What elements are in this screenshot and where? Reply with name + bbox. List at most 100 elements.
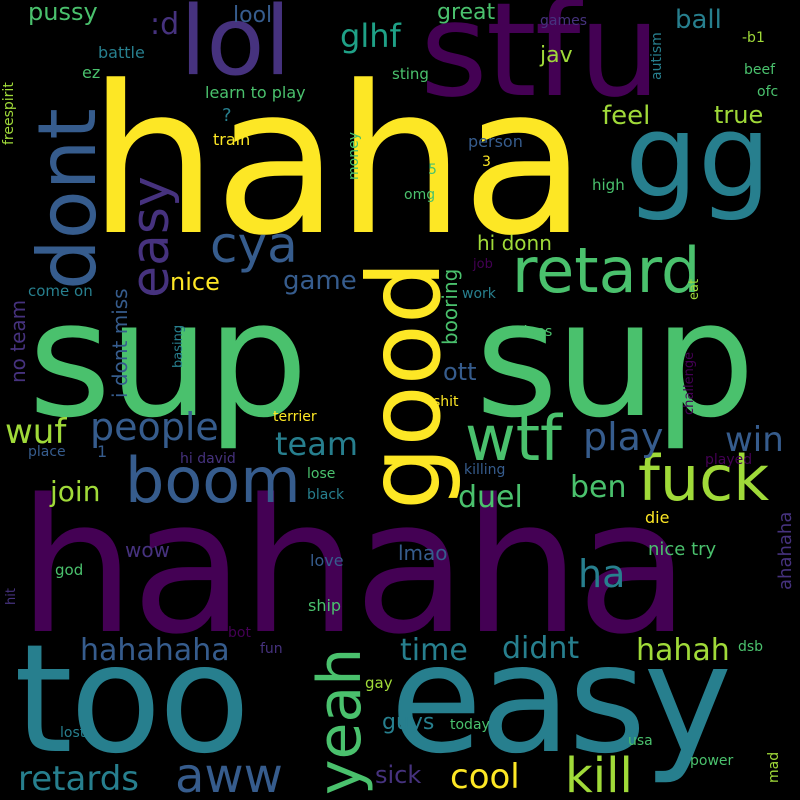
- word-hi-donn: hi donn: [477, 231, 552, 255]
- word-dsb: dsb: [738, 639, 764, 655]
- word-lose: lose: [307, 466, 336, 482]
- word-haha: haha: [88, 43, 587, 281]
- word-hi-david: hi david: [180, 451, 236, 467]
- word-train: train: [213, 130, 251, 149]
- word-guys: guys: [382, 710, 435, 735]
- word-great: great: [437, 0, 496, 25]
- word-battle: battle: [98, 43, 145, 62]
- word-freespirit: freespirit: [1, 82, 17, 145]
- word-join: join: [50, 475, 101, 508]
- word-killing: killing: [464, 462, 506, 478]
- word-dont: dont: [21, 108, 114, 290]
- word-jav: jav: [540, 43, 573, 68]
- word-basing: basing: [171, 324, 186, 368]
- word-eat: eat: [687, 278, 702, 300]
- word-place: place: [28, 444, 66, 460]
- word-easy: easy: [390, 613, 732, 787]
- word-mines: mines: [510, 324, 553, 340]
- word-retards: retards: [18, 759, 139, 799]
- word-duel: duel: [458, 480, 523, 515]
- word-feel: feel: [602, 101, 651, 131]
- word-fun: fun: [260, 641, 283, 657]
- word-kill: kill: [565, 748, 633, 800]
- word-3: 3: [482, 154, 491, 170]
- word-cya: cya: [210, 216, 298, 274]
- word-job: job: [473, 257, 493, 272]
- word-played: played: [705, 452, 753, 468]
- word-wtf: wtf: [465, 402, 562, 475]
- word-hahahaha: hahahaha: [80, 633, 230, 668]
- word-beef: beef: [744, 62, 776, 78]
- word-wuf: wuf: [5, 412, 67, 452]
- word--b1: -b1: [742, 30, 765, 46]
- word-work: work: [462, 286, 496, 302]
- word-bot: bot: [228, 625, 251, 641]
- word-hahah: hahah: [636, 633, 730, 668]
- word-boom: boom: [125, 444, 301, 517]
- word-nice-try: nice try: [648, 539, 717, 560]
- word-1: 1: [97, 442, 108, 461]
- word-omg: omg: [404, 187, 436, 203]
- word-ha: ha: [578, 552, 626, 596]
- word-hit: hit: [4, 588, 19, 605]
- word-god: god: [55, 561, 84, 579]
- word-team: team: [275, 425, 359, 463]
- word-sup: sup: [28, 266, 308, 453]
- word-gg: gg: [625, 90, 771, 224]
- word-love: love: [310, 551, 344, 570]
- word-aww: aww: [175, 748, 283, 800]
- word-today: today: [450, 717, 490, 733]
- word-ben: ben: [570, 470, 627, 505]
- word-come-on: come on: [28, 282, 93, 300]
- word-didnt: didnt: [502, 631, 580, 666]
- word-stfu: stfu: [420, 0, 661, 126]
- word-glhf: glhf: [340, 17, 401, 55]
- word-no-team: no team: [6, 299, 30, 383]
- word-learn-to-play: learn to play: [205, 83, 306, 102]
- word-challenge: challenge: [682, 351, 697, 415]
- word-booring: booring: [438, 268, 462, 345]
- word-shit: shit: [433, 394, 459, 410]
- word-nice: nice: [170, 268, 220, 296]
- word-colon-d: :d: [150, 7, 180, 42]
- word-high: high: [592, 176, 625, 194]
- word-ahahaha: ahahaha: [775, 511, 796, 590]
- word-ball: ball: [675, 5, 722, 35]
- word-money: money: [346, 132, 362, 180]
- word-sick: sick: [375, 761, 422, 789]
- word-game: game: [283, 266, 357, 296]
- word-people: people: [90, 405, 219, 449]
- word-die: die: [645, 508, 670, 527]
- word-lol: lol: [180, 0, 291, 97]
- word-i-dont-miss: i dont miss: [108, 288, 132, 398]
- word-ofc: ofc: [757, 84, 779, 100]
- word-win: win: [725, 420, 784, 460]
- word-ez: ez: [82, 63, 101, 82]
- word-hahaha: hahaha: [18, 459, 690, 675]
- word-yeah: yeah: [305, 647, 375, 795]
- word-games: games: [540, 13, 588, 29]
- word-cool: cool: [450, 757, 520, 797]
- word-pussy: pussy: [28, 0, 98, 26]
- word-too: too: [14, 613, 250, 787]
- word-gay: gay: [365, 674, 393, 692]
- word-sup: sup: [475, 266, 755, 453]
- word-ott: ott: [443, 358, 477, 386]
- word-power: power: [690, 753, 734, 769]
- word-wow: wow: [125, 538, 170, 562]
- word-lmao: lmao: [398, 541, 448, 565]
- word-true: true: [714, 101, 764, 129]
- word-mad: mad: [766, 751, 782, 783]
- word-usa: usa: [628, 733, 653, 749]
- word-play: play: [583, 415, 664, 459]
- word-autism: autism: [649, 32, 665, 80]
- word-person: person: [468, 132, 523, 151]
- word-question: ?: [222, 105, 232, 126]
- word-5: 5: [428, 162, 437, 178]
- word-lool: lool: [233, 3, 273, 28]
- word-terrier: terrier: [273, 409, 317, 425]
- word-retard: retard: [512, 234, 701, 307]
- word-time: time: [400, 633, 468, 668]
- word-black: black: [307, 487, 345, 503]
